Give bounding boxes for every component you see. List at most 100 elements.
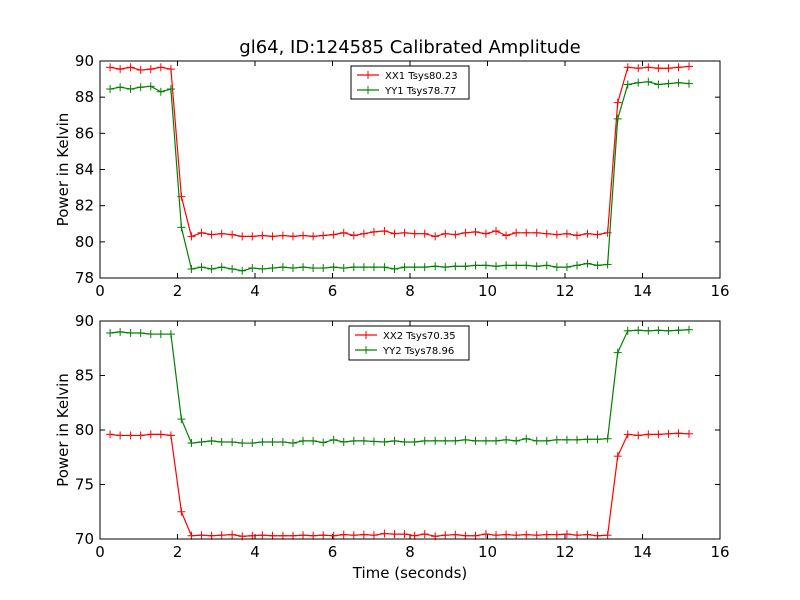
- data-point: [573, 435, 582, 444]
- data-point: [136, 66, 145, 75]
- data-point: [126, 85, 135, 94]
- data-point: [248, 531, 257, 540]
- data-point: [674, 326, 683, 335]
- data-point: [207, 436, 216, 445]
- data-point: [228, 230, 237, 239]
- data-point: [359, 263, 368, 272]
- data-point: [593, 261, 602, 270]
- axes-frame: [99, 60, 721, 279]
- data-point: [674, 63, 683, 72]
- data-point: [339, 530, 348, 539]
- data-point: [187, 531, 196, 540]
- data-point: [532, 262, 541, 271]
- data-point: [278, 531, 287, 540]
- data-point: [634, 431, 643, 440]
- data-point: [187, 439, 196, 448]
- legend-marker: [362, 346, 370, 354]
- data-point: [512, 228, 521, 237]
- data-point: [532, 531, 541, 540]
- data-point: [299, 231, 308, 240]
- data-point: [258, 437, 267, 446]
- data-point: [583, 530, 592, 539]
- y-axis-label: Power in Kelvin: [54, 113, 72, 227]
- data-point: [613, 348, 622, 357]
- data-point: [481, 229, 490, 238]
- data-point: [187, 264, 196, 273]
- data-point: [492, 262, 501, 271]
- data-point: [552, 530, 561, 539]
- series-line: [109, 65, 690, 238]
- data-point: [441, 436, 450, 445]
- data-point: [471, 227, 480, 236]
- data-point: [390, 229, 399, 238]
- y-axis-label: Power in Kelvin: [54, 373, 72, 487]
- data-point: [349, 436, 358, 445]
- data-point: [369, 227, 378, 236]
- data-point: [106, 85, 115, 94]
- data-point: [542, 261, 551, 270]
- data-point: [451, 230, 460, 239]
- data-point: [197, 263, 206, 272]
- data-point: [481, 436, 490, 445]
- x-tick-label: 4: [250, 543, 260, 561]
- data-point: [431, 436, 440, 445]
- data-point: [258, 231, 267, 240]
- data-point: [644, 326, 653, 335]
- x-tick-label: 14: [633, 282, 652, 300]
- top-panel: 0 2 4 6 8 10 12 14 16 78 80 82 84 86 88 90 Power in Kelv…: [54, 52, 730, 300]
- data-point: [522, 530, 531, 539]
- data-point: [644, 77, 653, 86]
- data-point: [542, 530, 551, 539]
- data-point: [126, 63, 135, 72]
- legend-marker: [364, 86, 372, 94]
- data-point: [177, 415, 186, 424]
- data-point: [369, 263, 378, 272]
- data-point: [420, 436, 429, 445]
- data-point: [481, 530, 490, 539]
- data-point: [481, 261, 490, 270]
- data-point: [380, 529, 389, 538]
- data-point: [126, 328, 135, 337]
- axes-frame: [99, 320, 721, 540]
- series-yy: [106, 77, 693, 275]
- data-point: [288, 232, 297, 241]
- data-point: [238, 439, 247, 448]
- data-point: [613, 98, 622, 107]
- data-point: [400, 228, 409, 237]
- legend-label: YY1 Tsys78.77: [384, 86, 456, 97]
- data-point: [238, 232, 247, 241]
- data-point: [177, 507, 186, 516]
- data-point: [359, 530, 368, 539]
- data-point: [116, 327, 125, 336]
- data-point: [522, 261, 531, 270]
- y-tick-label: 90: [75, 312, 94, 330]
- data-point: [217, 531, 226, 540]
- x-tick-label: 8: [405, 543, 415, 561]
- data-point: [390, 264, 399, 273]
- y-tick-label: 90: [75, 52, 94, 70]
- data-point: [410, 229, 419, 238]
- data-point: [532, 228, 541, 237]
- data-point: [674, 429, 683, 438]
- data-point: [380, 437, 389, 446]
- data-point: [461, 262, 470, 271]
- data-point: [685, 429, 693, 438]
- data-point: [329, 531, 338, 540]
- x-tick-label: 16: [710, 543, 729, 561]
- data-point: [156, 430, 165, 439]
- data-point: [349, 231, 358, 240]
- data-point: [502, 231, 511, 240]
- data-point: [309, 232, 318, 241]
- data-point: [187, 232, 196, 241]
- data-point: [288, 531, 297, 540]
- x-tick-label: 14: [633, 543, 652, 561]
- legend-label: XX1 Tsys80.23: [385, 71, 458, 82]
- data-point: [451, 436, 460, 445]
- data-point: [420, 263, 429, 272]
- y-tick-label: 75: [75, 476, 94, 494]
- data-point: [492, 226, 501, 235]
- series-xx: [106, 62, 693, 241]
- legend: XX1 Tsys80.23 YY1 Tsys78.77: [350, 65, 470, 100]
